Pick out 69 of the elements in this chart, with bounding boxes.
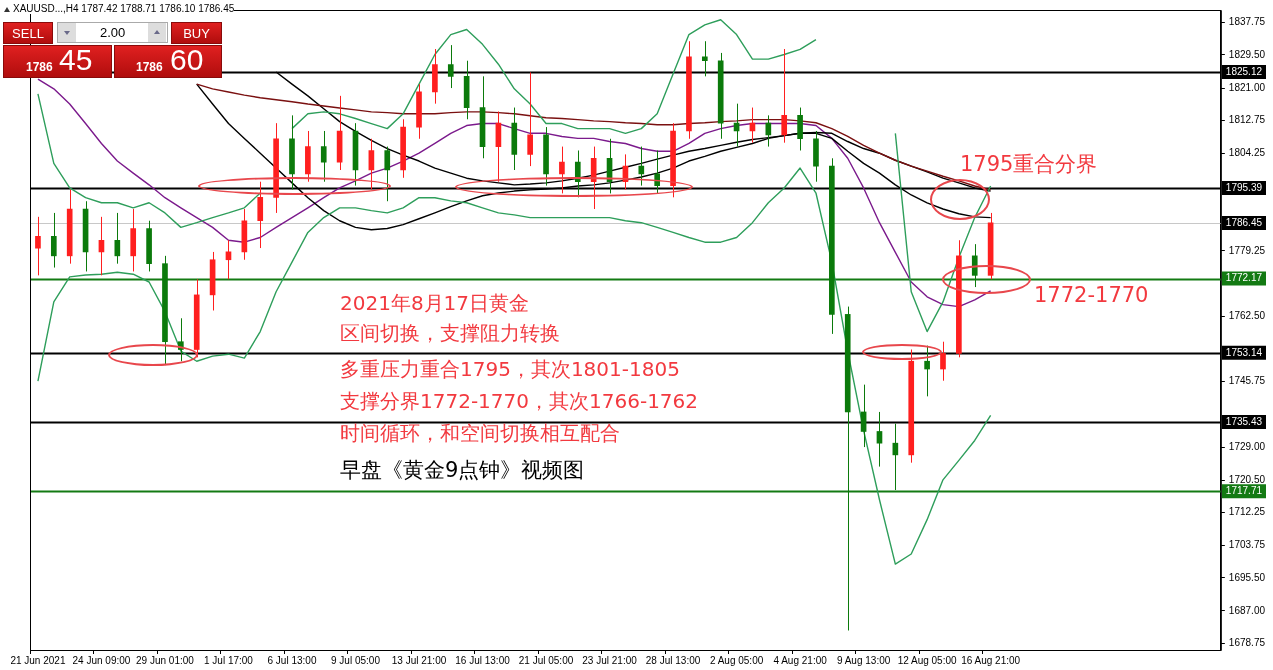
annotation: 区间切换，支撑阻力转换 [340,320,560,347]
annotation: 1795重合分界 [960,151,1098,178]
x-tick-label: 23 Jul 21:00 [582,654,638,666]
x-tick-label: 16 Aug 21:00 [961,654,1021,666]
x-tick-label: 9 Aug 13:00 [836,654,891,666]
x-tick-label: 29 Jun 01:00 [136,654,195,666]
y-tick-label: 1837.75 [1228,16,1266,28]
x-tick-label: 24 Jun 09:00 [72,654,131,666]
y-tick-label: 1703.75 [1228,539,1266,551]
x-tick-label: 6 Jul 13:00 [267,654,317,666]
annotation: XAUUSD...,H4 1787.42 1788.71 1786.10 1786.45 [4,3,235,14]
y-tick-label: 1720.50 [1228,473,1266,485]
candlestick [320,130,327,183]
x-tick-label: 12 Aug 05:00 [897,654,958,666]
y-tick-label: 1779.25 [1228,244,1266,256]
y-tick-label: 1712.25 [1228,506,1266,518]
candlestick [638,146,645,187]
ref-line-label: 1735.43 [1225,415,1263,427]
y-tick-label: 1695.50 [1228,571,1266,583]
x-tick-label: 2 Aug 05:00 [709,654,764,666]
annotation: 时间循环，和空间切换相互配合 [340,420,620,447]
annotation: 2.00 [100,25,126,40]
x-tick-label: 13 Jul 21:00 [391,654,447,666]
candlestick [527,71,533,167]
ref-line-label: 1772.17 [1225,272,1263,284]
annotation: 1786 [136,60,163,74]
ref-line-label: 1825.12 [1225,65,1263,77]
candlestick [114,212,121,265]
candlestick [876,411,883,468]
candlestick [50,212,57,269]
x-tick-label: 16 Jul 13:00 [455,654,511,666]
x-tick-label: 28 Jul 13:00 [645,654,701,666]
annotation: 多重压力重合1795，其次1801-1805 [340,356,680,383]
annotation: 2021年8月17日黄金 [340,290,530,317]
y-tick-label: 1678.75 [1228,636,1266,648]
buy-button: BUY [171,22,222,44]
y-tick-label: 1762.50 [1228,310,1266,322]
candlestick [559,146,565,194]
annotation: 45 [59,43,93,77]
candlestick [765,114,772,148]
ref-line-label: 1795.39 [1225,181,1263,193]
ref-line-label: 1786.45 [1225,216,1263,228]
ref-line-label: 1753.14 [1225,346,1263,358]
candlestick [447,44,454,89]
x-tick-label: 21 Jul 05:00 [518,654,574,666]
candlestick [924,345,930,397]
y-tick-label: 1821.00 [1228,81,1266,93]
y-tick-label: 1729.00 [1228,440,1266,452]
annotation: 支撑分界1772-1770，其次1766-1762 [340,388,699,415]
annotation: 60 [170,43,204,77]
y-tick-label: 1745.75 [1228,375,1266,387]
sell-button: SELL [3,22,53,44]
annotation: 1786 [26,60,53,74]
y-tick-label: 1812.75 [1228,113,1266,125]
x-tick-label: 9 Jul 05:00 [331,654,381,666]
annotation: 早盘《黄金9点钟》视频图 [340,457,585,484]
candlestick [701,40,708,77]
candlestick [940,341,946,382]
x-tick-label: 1 Jul 17:00 [204,654,254,666]
candlestick [781,48,788,144]
y-tick-label: 1829.50 [1228,48,1266,60]
x-tick-label: 4 Aug 21:00 [773,654,828,666]
annotation: 1772-1770 [1034,283,1149,307]
ref-line-label: 1717.71 [1225,484,1263,496]
y-tick-label: 1687.00 [1228,604,1266,616]
y-tick-label: 1804.25 [1228,147,1266,159]
candlestick [384,146,391,202]
candlestick [35,216,41,276]
x-tick-label: 21 Jun 2021 [10,654,66,666]
